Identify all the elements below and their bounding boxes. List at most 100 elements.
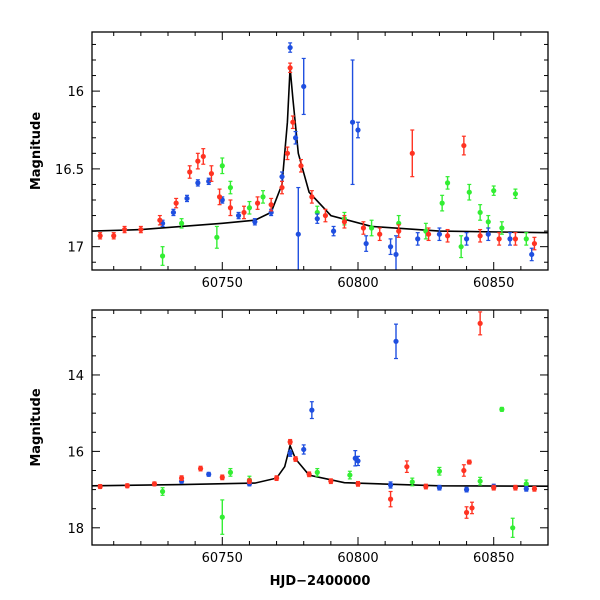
y-tick-label: 16	[67, 85, 84, 100]
data-point-blue	[529, 251, 535, 258]
data-point-green	[314, 469, 320, 475]
data-point-blue	[349, 119, 356, 125]
data-point-green	[178, 220, 185, 226]
data-point-blue	[330, 228, 337, 234]
data-point-red	[309, 194, 315, 200]
x-tick-label: 60800	[337, 551, 378, 566]
y-tick-label: 14	[67, 369, 84, 384]
data-point-red	[477, 233, 483, 239]
data-point-green	[219, 163, 225, 169]
data-point-red	[227, 205, 234, 211]
data-point-red	[396, 228, 402, 234]
data-point-green	[439, 200, 445, 206]
data-point-green	[214, 234, 220, 240]
data-point-green	[466, 189, 472, 195]
data-point-red	[463, 509, 470, 516]
data-point-green	[512, 191, 519, 197]
data-point-green	[458, 244, 464, 250]
data-point-blue	[387, 244, 394, 250]
data-point-red	[387, 496, 394, 502]
data-point-blue	[387, 482, 394, 488]
data-point-blue	[195, 180, 201, 186]
data-point-green	[491, 188, 497, 194]
data-point-blue	[184, 195, 190, 202]
data-point-red	[322, 212, 329, 219]
data-point-red	[409, 150, 415, 156]
data-point-blue	[279, 174, 285, 180]
data-point-green	[227, 469, 234, 475]
data-point-red	[216, 194, 223, 200]
data-point-red	[290, 119, 296, 125]
data-point-blue	[436, 231, 443, 237]
plot-area	[92, 311, 548, 538]
y-tick-label: 17	[67, 241, 84, 256]
data-point-green	[499, 406, 505, 412]
data-point-red	[531, 240, 538, 247]
x-tick-label: 60850	[473, 276, 514, 291]
data-point-red	[200, 153, 206, 160]
data-point-green	[485, 219, 491, 225]
data-point-blue	[206, 471, 212, 477]
data-point-green	[227, 184, 234, 191]
data-point-blue	[523, 486, 529, 492]
data-point-blue	[295, 231, 301, 237]
x-tick-label: 60800	[337, 276, 378, 291]
data-point-red	[219, 474, 225, 480]
data-point-red	[360, 225, 367, 231]
data-point-blue	[436, 485, 443, 491]
data-point-blue	[287, 44, 293, 51]
data-point-red	[151, 481, 158, 487]
data-point-blue	[393, 338, 399, 344]
data-point-red	[377, 231, 383, 237]
top-panel: 60750 60800 60850 16 16.5 17 Magnitude	[29, 31, 549, 291]
data-point-blue	[287, 450, 293, 456]
y-tick-label: 18	[67, 522, 84, 537]
x-tick-label: 60750	[202, 276, 243, 291]
data-point-red	[466, 459, 472, 465]
data-point-red	[496, 236, 502, 242]
data-point-red	[97, 483, 103, 490]
data-point-red	[461, 142, 467, 149]
data-point-green	[523, 236, 529, 242]
data-point-red	[208, 170, 215, 177]
data-point-green	[368, 225, 375, 231]
x-tick-label: 60750	[202, 551, 243, 566]
data-point-blue	[485, 231, 491, 237]
data-point-red	[241, 209, 247, 216]
data-point-red	[444, 233, 451, 239]
data-point-red	[404, 464, 410, 470]
data-point-green	[523, 481, 529, 487]
data-point-red	[157, 217, 163, 223]
data-point-red	[477, 320, 483, 326]
data-point-blue	[206, 178, 212, 184]
data-point-red	[284, 150, 291, 156]
data-point-red	[111, 233, 117, 239]
data-point-red	[341, 219, 348, 225]
data-point-red	[254, 200, 261, 206]
data-point-red	[531, 486, 538, 492]
data-point-red	[298, 163, 304, 169]
data-point-red	[173, 200, 179, 206]
data-point-blue	[463, 236, 470, 242]
x-axis-label: HJD−2400000	[270, 574, 371, 589]
y-axis-label: Magnitude	[29, 388, 44, 467]
data-point-red	[246, 478, 253, 484]
data-point-green	[347, 472, 353, 478]
data-point-red	[491, 485, 497, 491]
data-point-green	[444, 180, 451, 186]
data-point-red	[195, 158, 201, 164]
data-point-blue	[252, 219, 258, 225]
data-point-red	[197, 465, 204, 472]
data-point-blue	[309, 407, 315, 413]
data-point-red	[461, 467, 467, 474]
data-point-red	[97, 233, 103, 239]
data-point-red	[425, 231, 432, 237]
data-point-blue	[463, 486, 470, 493]
data-point-green	[409, 479, 415, 485]
data-point-green	[159, 253, 166, 259]
data-point-blue	[301, 446, 307, 453]
model-curve	[92, 443, 548, 487]
data-point-red	[287, 439, 293, 445]
data-point-blue	[393, 251, 399, 258]
